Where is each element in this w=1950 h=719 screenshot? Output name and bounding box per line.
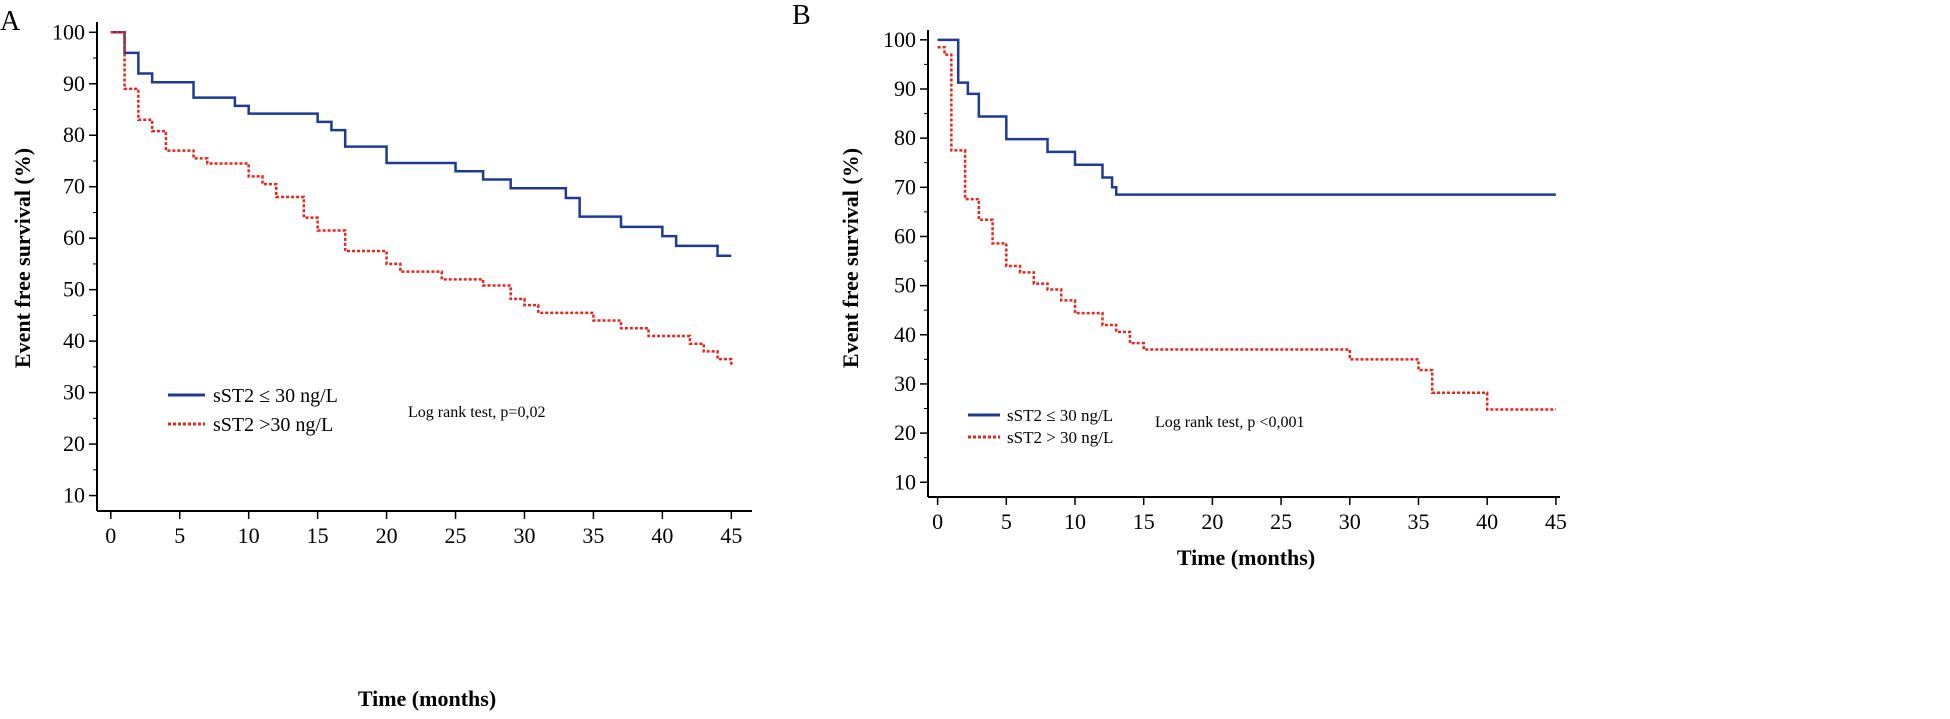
panel-b-ytick-label: 40 [894,322,916,347]
panel-a-y-axis-title: Event free survival (%) [10,148,35,368]
panel-a-xtick-label: 45 [720,523,742,548]
panel-b-xtick-label: 0 [932,509,943,534]
panel-a-xtick-label: 15 [307,523,329,548]
panel-a-logrank-note: Log rank test, p=0,02 [408,404,545,421]
panel-a-ytick-label: 80 [63,122,85,147]
panel-b-xtick-label: 35 [1407,509,1429,534]
panel-b-ytick-label: 50 [894,273,916,298]
panel-a-xtick-label: 5 [174,523,185,548]
panel-a-ytick-label: 30 [63,380,85,405]
panel-a: A 10 20 30 40 50 60 70 80 90 100 0 5 10 15 20 25 30 35 40 4… [0,6,752,711]
panel-b-ticks: 10 20 30 40 50 60 70 80 90 100 0 5 10 15 20 25 30 35 40 45 [883,27,1567,534]
panel-a-ytick-label: 50 [63,277,85,302]
panel-b-x-axis-title: Time (months) [1177,545,1315,570]
panel-b-legend-label-2: sST2 > 30 ng/L [1007,428,1113,447]
panel-b-ytick-label: 70 [894,174,916,199]
panel-b-ytick-label: 30 [894,371,916,396]
panel-a-xtick-label: 30 [513,523,535,548]
panel-a-xtick-label: 0 [105,523,116,548]
panel-b-xtick-label: 25 [1270,509,1292,534]
panel-a-ytick-label: 70 [63,174,85,199]
panel-a-ytick-label: 20 [63,431,85,456]
panel-b-xtick-label: 10 [1064,509,1086,534]
panel-b-xtick-label: 40 [1476,509,1498,534]
panel-a-xtick-label: 20 [376,523,398,548]
panel-a-xtick-label: 10 [238,523,260,548]
panel-b-ytick-label: 80 [894,125,916,150]
panel-a-ticks: 10 20 30 40 50 60 70 80 90 100 0 5 10 15 20 25 30 35 40 45 [52,19,742,548]
panel-b-xtick-label: 20 [1201,509,1223,534]
panel-a-ytick-label: 60 [63,225,85,250]
panel-b-xtick-label: 30 [1339,509,1361,534]
panel-a-legend-label-2: sST2 >30 ng/L [213,414,333,436]
panel-a-letter: A [0,6,21,37]
panel-b-ytick-label: 20 [894,420,916,445]
panel-b-ytick-label: 100 [883,27,916,52]
panel-a-ytick-label: 10 [63,483,85,508]
panel-a-series-high-sst2-line [110,31,733,367]
panel-b-xtick-label: 45 [1545,509,1567,534]
panel-a-ytick-label: 90 [63,71,85,96]
panel-b-ytick-label: 60 [894,223,916,248]
panel-a-xtick-label: 40 [651,523,673,548]
panel-b-legend-label-1: sST2 ≤ 30 ng/L [1007,406,1113,425]
panel-b-logrank-note: Log rank test, p <0,001 [1155,414,1304,431]
panel-a-ytick-label: 100 [52,19,85,44]
panel-a-legend-label-1: sST2 ≤ 30 ng/L [213,385,338,407]
panel-a-x-axis-title: Time (months) [358,686,496,711]
panel-b-series-high-sst2-line [937,45,1556,411]
panel-a-series [110,31,733,367]
panel-b-ytick-label: 10 [894,469,916,494]
panel-a-ytick-label: 40 [63,328,85,353]
panel-b-ytick-label: 90 [894,76,916,101]
panel-a-series-low-sst2-line [110,31,732,257]
panel-b-y-axis-title: Event free survival (%) [838,148,863,368]
panel-b-series [937,38,1556,411]
panel-b-xtick-label: 5 [1001,509,1012,534]
panel-b-xtick-label: 15 [1133,509,1155,534]
panel-a-xtick-label: 35 [582,523,604,548]
panel-b: B 10 20 30 40 50 60 70 80 90 100 0 5 10 15 20 25 30 35 40 4… [792,0,1567,570]
panel-b-series-low-sst2-line [937,38,1556,196]
panel-b-letter: B [792,0,811,31]
panel-a-xtick-label: 25 [445,523,467,548]
